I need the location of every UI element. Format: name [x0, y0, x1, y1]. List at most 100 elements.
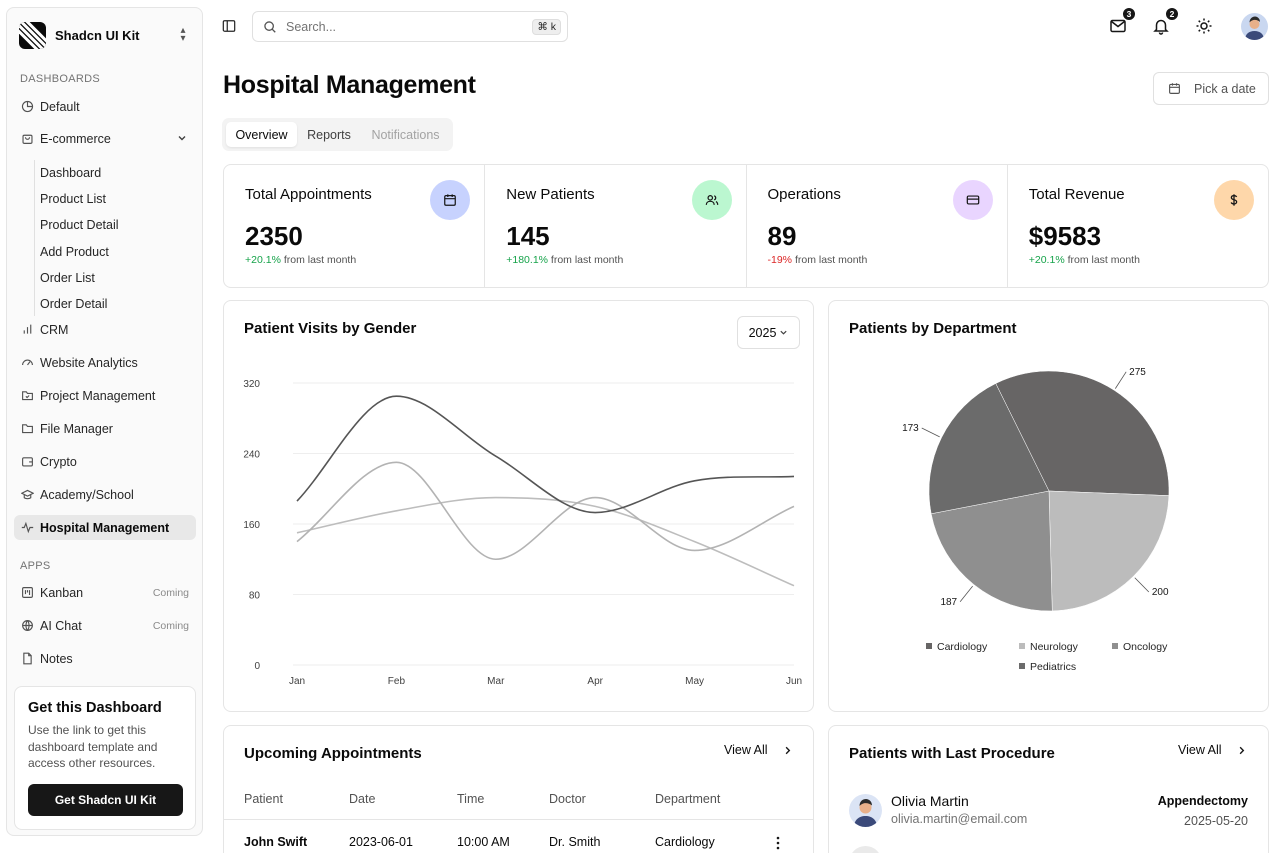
- search-input[interactable]: Search... ⌘ k: [252, 11, 568, 42]
- stat-label: New Patients: [506, 186, 595, 203]
- line-chart: 0 80 160 240 320 Jan Feb Mar Apr May Jun: [243, 379, 802, 687]
- sidebar-item-notes[interactable]: Notes: [14, 646, 196, 671]
- stat-delta: +20.1% from last month: [245, 254, 357, 266]
- x-tick-label: Mar: [487, 676, 505, 687]
- legend-label: Pediatrics: [1030, 661, 1076, 673]
- label-leader: [921, 427, 940, 438]
- y-tick-label: 320: [243, 379, 260, 390]
- credit-card-icon: [952, 180, 993, 220]
- more-vertical-icon[interactable]: [776, 836, 780, 850]
- legend-swatch: [926, 643, 932, 649]
- folder-icon: [21, 422, 34, 435]
- wallet-icon: [21, 455, 34, 468]
- sidebar-subitem-order-detail[interactable]: Order Detail: [40, 297, 108, 311]
- sidebar-item-ai-chat[interactable]: AI Chat Coming: [14, 613, 196, 638]
- stat-label: Operations: [767, 186, 841, 203]
- sidebar-item-label: Notes: [40, 651, 73, 666]
- card-title: Patients by Department: [849, 320, 1017, 337]
- year-select[interactable]: 2025: [737, 316, 800, 349]
- promo-text: Use the link to get this dashboard templ…: [28, 723, 158, 770]
- page-title: Hospital Management: [223, 71, 476, 99]
- cell-patient: John Swift: [244, 835, 308, 849]
- date-picker-label: Pick a date: [1194, 81, 1256, 96]
- x-tick-label: Apr: [587, 676, 603, 687]
- activity-icon: [21, 521, 34, 534]
- sidebar-item-label: E-commerce: [40, 131, 111, 146]
- stat-value: 89: [767, 221, 797, 251]
- sidebar-item-kanban[interactable]: Kanban Coming: [14, 580, 196, 605]
- data-label: 200: [1152, 587, 1169, 598]
- search-icon: [264, 20, 276, 33]
- cell-time: 10:00 AM: [457, 835, 510, 849]
- legend-label: Cardiology: [937, 641, 988, 653]
- card-title: Patient Visits by Gender: [244, 320, 417, 337]
- y-tick-label: 0: [254, 661, 260, 672]
- y-tick-label: 80: [249, 591, 261, 602]
- get-kit-button[interactable]: Get Shadcn UI Kit: [28, 784, 183, 816]
- globe-icon: [21, 619, 34, 632]
- sidebar-toggle-icon[interactable]: [222, 19, 236, 33]
- theme-toggle-button[interactable]: [1195, 17, 1213, 35]
- tab-notifications[interactable]: Notifications: [371, 127, 440, 142]
- promo-title: Get this Dashboard: [28, 700, 162, 716]
- shopping-bag-icon: [21, 132, 34, 145]
- sidebar: Shadcn UI Kit ▴ ▾ DASHBOARDS Default E-co…: [6, 7, 203, 836]
- sidebar-item-website-analytics[interactable]: Website Analytics: [14, 350, 196, 375]
- sidebar-item-hospital-management[interactable]: Hospital Management: [14, 515, 196, 540]
- patient-visits-card: Patient Visits by Gender 2025 0 80 160 240 3…: [223, 300, 814, 712]
- patient-name: Olivia Martin: [891, 793, 969, 809]
- user-avatar[interactable]: [1241, 13, 1268, 40]
- column-header-department: Department: [655, 792, 721, 806]
- sidebar-item-label: Hospital Management: [40, 520, 170, 535]
- chevron-down-icon: [780, 330, 788, 335]
- bell-icon: [1153, 19, 1169, 35]
- sidebar-item-project-management[interactable]: Project Management: [14, 383, 196, 408]
- sidebar-subitem-add-product[interactable]: Add Product: [40, 245, 109, 259]
- notifications-button[interactable]: 2: [1152, 7, 1179, 35]
- mail-count-badge: 3: [1122, 7, 1136, 21]
- cell-date: 2023-06-01: [349, 835, 413, 849]
- file-icon: [21, 652, 34, 665]
- stat-label: Total Revenue: [1028, 186, 1125, 203]
- brand-name: Shadcn UI Kit: [55, 27, 140, 43]
- x-tick-label: Feb: [388, 676, 406, 687]
- y-tick-label: 160: [243, 520, 260, 531]
- graduation-cap-icon: [21, 488, 34, 501]
- legend-swatch: [1019, 663, 1025, 669]
- sidebar-item-default[interactable]: Default: [14, 94, 196, 119]
- pie-slice-neurology: [1048, 490, 1170, 612]
- pie-chart: 275 200 187 173 Cardiology Neurology Oncology P…: [902, 367, 1170, 673]
- view-all-appointments-button[interactable]: View All: [724, 743, 793, 757]
- patient-email: olivia.martin@email.com: [891, 812, 1028, 826]
- data-label: 173: [902, 423, 919, 434]
- search-placeholder: Search...: [286, 19, 337, 34]
- sidebar-item-ecommerce[interactable]: E-commerce: [14, 126, 196, 151]
- mail-button[interactable]: 3: [1109, 7, 1136, 35]
- sidebar-subitem-product-list[interactable]: Product List: [40, 192, 107, 206]
- tab-reports[interactable]: Reports: [307, 127, 351, 142]
- tab-overview[interactable]: Overview: [226, 122, 297, 147]
- date-picker-button[interactable]: Pick a date: [1153, 72, 1269, 105]
- sidebar-subitem-product-detail[interactable]: Product Detail: [40, 218, 119, 232]
- sidebar-item-label: Crypto: [40, 454, 77, 469]
- patient-avatar: [849, 794, 882, 827]
- search-shortcut: ⌘ k: [532, 18, 561, 35]
- view-all-procedures-button[interactable]: View All: [1178, 743, 1247, 757]
- sidebar-item-label: Project Management: [40, 388, 156, 403]
- sidebar-item-label: Default: [40, 99, 80, 114]
- sidebar-item-file-manager[interactable]: File Manager: [14, 416, 196, 441]
- users-icon: [691, 180, 732, 220]
- label-leader: [1114, 371, 1127, 389]
- pie-slice-pediatrics: [928, 383, 1050, 515]
- x-tick-label: Jun: [786, 676, 802, 687]
- team-switcher[interactable]: Shadcn UI Kit ▴ ▾: [19, 20, 190, 50]
- sun-icon: [1196, 18, 1212, 34]
- department-card: Patients by Department 275 200 187 173 Cardi…: [828, 300, 1269, 712]
- sidebar-subitem-dashboard[interactable]: Dashboard: [40, 166, 102, 180]
- sidebar-item-crm[interactable]: CRM: [14, 317, 196, 342]
- sidebar-subitem-order-list[interactable]: Order List: [40, 271, 95, 285]
- sidebar-item-label: CRM: [40, 322, 69, 337]
- sidebar-item-crypto[interactable]: Crypto: [14, 449, 196, 474]
- column-header-doctor: Doctor: [549, 792, 586, 806]
- sidebar-item-academy[interactable]: Academy/School: [14, 482, 196, 507]
